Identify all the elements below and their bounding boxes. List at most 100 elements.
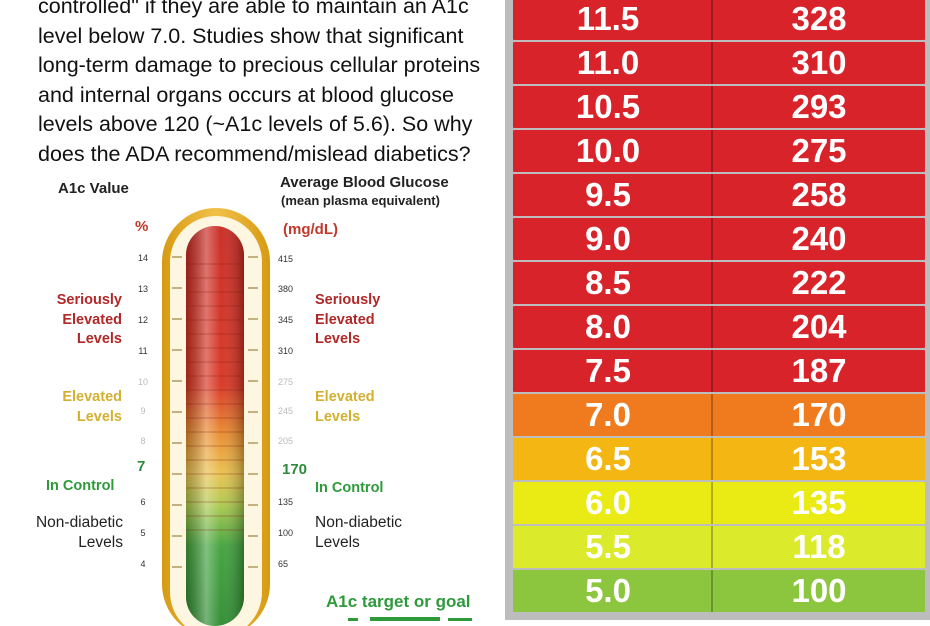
column-divider [711,130,713,172]
table-row: 8.0 204 [513,306,925,348]
glucose-cell: 204 [791,308,847,345]
column-divider [711,570,713,612]
a1c-cell: 7.0 [585,396,631,433]
table-row: 8.5 222 [513,262,925,304]
a1c-tick: 14 [137,253,148,263]
non-diabetic-right-label: Non-diabetic Levels [315,514,403,551]
column-divider [711,86,713,128]
glucose-tick: 100 [278,528,294,538]
table-row: 6.5 153 [513,438,925,480]
column-divider [711,174,713,216]
a1c-value-heading: A1c Value [58,180,129,197]
table-row: 7.5 187 [513,350,925,392]
glucose-cell: 240 [791,220,847,257]
a1c-tick: 11 [138,346,148,356]
a1c-cell: 11.5 [576,0,640,37]
glucose-cell: 258 [791,176,847,213]
a1c-cell: 11.0 [576,44,640,81]
non-diabetic-left-label: Non-diabetic Levels [35,514,123,551]
a1c-tick: 9 [140,406,146,416]
glucose-cell: 293 [791,88,847,125]
column-divider [711,350,713,392]
a1c-cell: 9.0 [585,220,631,257]
intro-line: level below 7.0. Studies show that signi… [38,23,464,48]
intro-line: does the ADA recommend/mislead diabetics… [38,141,471,166]
a1c-cell: 8.0 [585,308,631,345]
a1c-tick: 12 [137,315,148,325]
column-divider [711,482,713,524]
glucose-tick: 380 [278,284,294,294]
a1c-tick: 5 [140,528,146,538]
a1c-cell: 5.0 [585,572,631,609]
column-divider [711,218,713,260]
intro-line: controlled" if they are able to maintain… [38,0,469,18]
in-control-right-label: In Control [315,480,384,496]
intro-paragraph: controlled" if they are able to maintain… [38,0,508,169]
glucose-tick: 65 [278,559,289,569]
a1c-tick: 10 [137,377,148,387]
mgdl-unit: (mg/dL) [283,221,338,238]
a1c-tick: 13 [137,284,148,294]
column-divider [711,438,713,480]
table-row: 10.5 293 [513,86,925,128]
glucose-tick: 275 [278,377,294,387]
elevated-left-label: Elevated Levels [62,389,122,425]
table-row: 6.0 135 [513,482,925,524]
a1c-tick: 6 [140,497,146,507]
cut-off-text-fragment [348,617,472,621]
column-divider [711,306,713,348]
table-row: 11.5 328 [513,0,925,40]
column-divider [711,0,713,40]
glucose-cell: 153 [791,440,847,477]
column-divider [711,394,713,436]
table-row: 9.5 258 [513,174,925,216]
glucose-tick: 415 [278,254,294,264]
glucose-cell: 275 [791,132,847,169]
glucose-cell: 170 [791,396,847,433]
thermometer-graphic [162,208,270,626]
a1c-cell: 10.5 [575,88,641,125]
a1c-tick: 4 [140,559,146,569]
a1c-cell: 9.5 [585,176,631,213]
a1c-goal-label: A1c target or goal [326,592,471,611]
glucose-cell: 328 [791,0,847,37]
a1c-threshold-7: 7 [137,458,146,475]
glucose-cell: 187 [791,352,847,389]
glucose-cell: 222 [791,264,847,301]
thermometer-panel: controlled" if they are able to maintain… [35,0,508,626]
glucose-cell: 310 [791,44,847,81]
glucose-tick: 310 [278,346,294,356]
glucose-cell: 100 [791,572,847,609]
elevated-right-label: Elevated Levels [315,389,375,425]
column-divider [711,262,713,304]
table-row: 5.0 100 [513,570,925,612]
table-row: 7.0 170 [513,394,925,436]
table-row: 9.0 240 [513,218,925,260]
seriously-elevated-right-label: Seriously Elevated Levels [315,292,381,347]
glucose-cell: 135 [791,484,847,521]
glucose-tick: 205 [278,436,294,446]
percent-unit: % [135,218,149,235]
a1c-cell: 10.0 [575,132,641,169]
a1c-cell: 6.5 [585,440,631,477]
intro-line: long-term damage to precious cellular pr… [38,53,481,77]
seriously-elevated-left-label: Seriously Elevated Levels [56,292,122,347]
column-divider [711,42,713,84]
intro-line: and internal organs occurs at blood gluc… [38,82,454,107]
a1c-glucose-table: 11.5 328 11.0 310 10.5 293 10.0 275 9.5 258 9.0 240… [505,0,930,620]
glucose-cell: 118 [792,528,846,565]
glucose-threshold-170: 170 [282,461,308,478]
a1c-cell: 5.5 [585,528,631,565]
a1c-cell: 6.0 [585,484,631,521]
column-divider [711,526,713,568]
average-glucose-subheading: (mean plasma equivalent) [281,193,440,208]
in-control-left-label: In Control [46,478,115,494]
glucose-tick: 345 [278,315,294,325]
a1c-cell: 8.5 [585,264,631,301]
average-glucose-heading: Average Blood Glucose [280,174,449,191]
intro-line: levels above 120 (~A1c levels of 5.6). S… [38,112,473,136]
a1c-tick: 8 [140,436,146,446]
glucose-tick: 245 [278,406,294,416]
a1c-cell: 7.5 [585,352,631,389]
table-row: 5.5 118 [513,526,925,568]
